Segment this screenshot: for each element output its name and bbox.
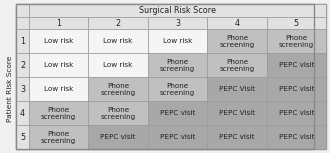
Text: Low risk: Low risk	[44, 62, 73, 68]
Bar	[148, 53, 207, 77]
Text: Low risk: Low risk	[163, 38, 192, 44]
Bar	[267, 29, 326, 53]
Bar	[29, 53, 88, 77]
Text: PEPC visit: PEPC visit	[160, 110, 195, 116]
Text: Phone
screening: Phone screening	[219, 58, 254, 71]
Text: PEPC Visit: PEPC Visit	[219, 86, 255, 92]
Text: Low risk: Low risk	[44, 86, 73, 92]
Bar	[207, 29, 267, 53]
Bar	[29, 77, 88, 101]
Text: Phone
screening: Phone screening	[41, 131, 76, 144]
Text: PEPC visit: PEPC visit	[100, 134, 136, 140]
Text: PEPC visit: PEPC visit	[160, 134, 195, 140]
Text: Phone
screening: Phone screening	[100, 106, 136, 119]
Bar	[148, 17, 207, 29]
Text: PEPC visit: PEPC visit	[279, 86, 314, 92]
Bar	[16, 29, 29, 53]
Text: 3: 3	[175, 19, 180, 28]
Bar	[16, 53, 29, 77]
Text: 2: 2	[20, 60, 25, 69]
Bar	[88, 53, 148, 77]
Text: Patient Risk Score: Patient Risk Score	[7, 56, 13, 122]
Bar	[267, 125, 326, 149]
Bar	[148, 77, 207, 101]
Bar	[148, 101, 207, 125]
Bar	[16, 125, 29, 149]
Bar	[267, 77, 326, 101]
Bar	[207, 125, 267, 149]
Text: 4: 4	[234, 19, 239, 28]
Bar	[88, 29, 148, 53]
Bar	[29, 17, 88, 29]
Text: Phone
screening: Phone screening	[160, 82, 195, 95]
Text: 4: 4	[20, 108, 25, 118]
Text: PEPC visit: PEPC visit	[279, 62, 314, 68]
Text: 1: 1	[20, 37, 25, 45]
Bar	[88, 101, 148, 125]
Bar	[29, 4, 326, 17]
Bar	[207, 101, 267, 125]
Bar	[148, 125, 207, 149]
Bar	[207, 17, 267, 29]
Bar	[88, 125, 148, 149]
Text: PEPC visit: PEPC visit	[279, 110, 314, 116]
Text: Phone
screening: Phone screening	[219, 34, 254, 47]
Bar	[16, 77, 29, 101]
Text: PEPC Visit: PEPC Visit	[219, 110, 255, 116]
Bar	[16, 101, 29, 125]
Bar	[267, 101, 326, 125]
Text: Phone
screening: Phone screening	[41, 106, 76, 119]
Bar	[267, 17, 326, 29]
Text: 5: 5	[20, 132, 25, 142]
Bar	[148, 29, 207, 53]
Bar	[88, 77, 148, 101]
Text: Low risk: Low risk	[103, 38, 133, 44]
Bar	[29, 125, 88, 149]
Bar	[88, 17, 148, 29]
Text: Low risk: Low risk	[103, 62, 133, 68]
Bar	[207, 77, 267, 101]
Text: PEPC visit: PEPC visit	[219, 134, 255, 140]
Text: Low risk: Low risk	[44, 38, 73, 44]
Bar	[16, 17, 29, 29]
Bar	[207, 53, 267, 77]
Text: Phone
screening: Phone screening	[100, 82, 136, 95]
Text: 2: 2	[115, 19, 121, 28]
Text: Surgical Risk Score: Surgical Risk Score	[139, 6, 216, 15]
Text: 3: 3	[20, 84, 25, 93]
Text: Phone
screening: Phone screening	[160, 58, 195, 71]
Text: Phone
screening: Phone screening	[279, 34, 314, 47]
Bar	[29, 29, 88, 53]
Bar	[16, 4, 29, 17]
Bar	[29, 101, 88, 125]
Text: 5: 5	[294, 19, 299, 28]
Text: 1: 1	[56, 19, 61, 28]
Text: PEPC visit: PEPC visit	[279, 134, 314, 140]
Bar	[267, 53, 326, 77]
